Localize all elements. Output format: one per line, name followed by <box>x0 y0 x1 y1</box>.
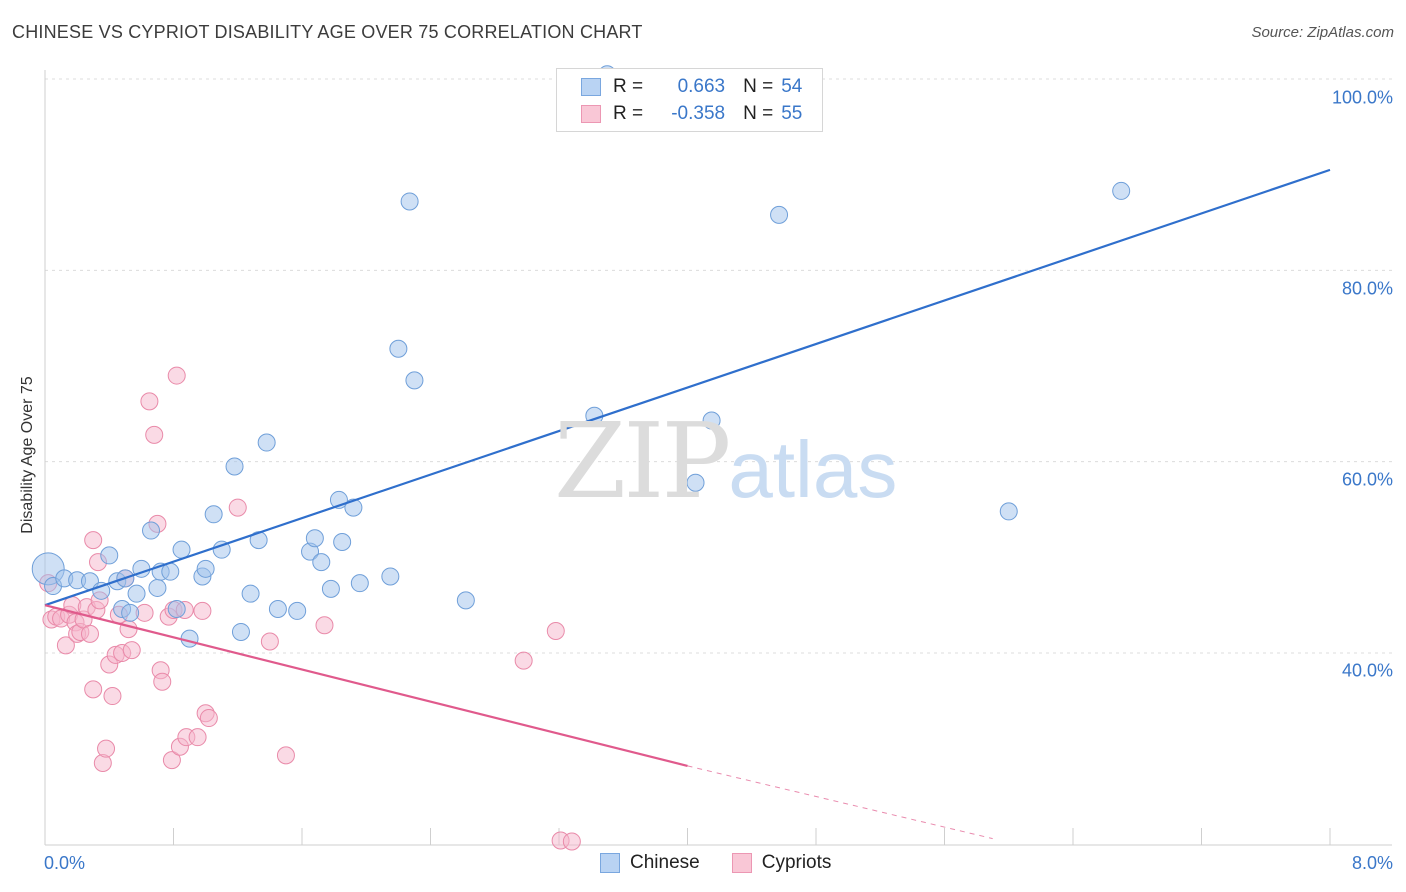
chinese-point <box>333 533 352 552</box>
cypriots-swatch <box>581 105 601 123</box>
trend-lines <box>44 168 1331 840</box>
chinese-point <box>321 579 340 598</box>
chinese-point <box>196 559 215 578</box>
chinese-point <box>770 205 789 224</box>
x-tick-label: 8.0% <box>1351 853 1393 873</box>
n-value: 54 <box>781 76 803 97</box>
y-tick-label: 60.0% <box>1341 469 1393 490</box>
chinese-point <box>400 192 419 211</box>
chinese-swatch <box>600 853 620 873</box>
chinese-point <box>312 553 331 572</box>
y-tick-label: 100.0% <box>1331 87 1393 108</box>
chinese-point <box>268 599 287 618</box>
cypriots-point <box>315 616 334 635</box>
n-value: 55 <box>781 103 803 124</box>
cypriots-point <box>119 620 138 639</box>
legend-label: Chinese <box>630 852 700 873</box>
chinese-point <box>344 498 363 517</box>
x-tick-label: 0.0% <box>44 853 86 873</box>
legend-item-chinese[interactable]: Chinese <box>600 852 700 874</box>
chinese-point <box>288 601 307 620</box>
cypriots-point <box>167 366 186 385</box>
chinese-point <box>121 603 140 622</box>
cypriots-point <box>228 498 247 517</box>
cypriots-point <box>84 531 103 550</box>
y-tick-label: 40.0% <box>1341 660 1393 681</box>
legend-label: Cypriots <box>761 852 832 873</box>
chinese-trend-line <box>44 168 1331 607</box>
chinese-point <box>167 599 186 618</box>
chinese-point <box>456 591 475 610</box>
r-label: R = <box>613 76 644 97</box>
chinese-point <box>212 540 231 559</box>
stats-legend: R = 0.663 N = 54 R = -0.358 N = 55 <box>556 68 823 132</box>
cypriots-point <box>514 651 533 670</box>
cypriots-point <box>153 672 172 691</box>
chinese-points <box>31 65 1131 648</box>
chinese-point <box>148 578 167 597</box>
chinese-point <box>1112 181 1131 200</box>
axes <box>44 70 1392 846</box>
cypriots-point <box>84 680 103 699</box>
chinese-point <box>241 584 260 603</box>
cypriots-point <box>103 687 122 706</box>
chinese-point <box>204 505 223 524</box>
cypriots-point <box>199 709 218 728</box>
zipatlas-watermark: ZIPatlas <box>554 400 898 522</box>
legend-row-chinese: R = 0.663 N = 54 <box>581 76 802 98</box>
chinese-swatch <box>581 78 601 96</box>
r-label: R = <box>613 103 644 124</box>
chinese-point <box>100 546 119 565</box>
chart-title: CHINESE VS CYPRIOT DISABILITY AGE OVER 7… <box>12 22 643 42</box>
legend-item-cypriots[interactable]: Cypriots <box>731 852 832 874</box>
cypriots-point <box>260 632 279 651</box>
cypriots-point <box>145 425 164 444</box>
cypriots-trend-extension <box>687 765 993 840</box>
cypriots-point <box>276 746 295 765</box>
n-label: N = <box>743 76 774 97</box>
chinese-point <box>231 622 250 641</box>
legend-row-cypriots: R = -0.358 N = 55 <box>581 103 802 125</box>
cypriots-trend-line <box>44 604 688 767</box>
cypriots-point <box>56 636 75 655</box>
chinese-point <box>127 584 146 603</box>
source-label: Source: ZipAtlas.com <box>1251 24 1394 41</box>
chinese-point <box>405 371 424 390</box>
cypriots-point <box>546 621 565 640</box>
grid-lines <box>45 78 1392 654</box>
r-value: 0.663 <box>677 76 726 97</box>
cypriots-swatch <box>731 853 752 873</box>
cypriots-point <box>188 728 207 747</box>
chinese-point <box>180 629 199 648</box>
y-tick-label: 80.0% <box>1341 278 1393 299</box>
n-label: N = <box>743 103 774 124</box>
cypriots-point <box>162 751 181 770</box>
r-value: -0.358 <box>671 103 726 124</box>
chinese-point <box>172 540 191 559</box>
cypriots-point <box>80 624 99 643</box>
cypriots-point <box>140 392 159 411</box>
cypriots-point <box>122 641 141 660</box>
chinese-point <box>686 473 705 492</box>
cypriots-point <box>97 739 116 758</box>
chinese-point <box>305 529 324 548</box>
chinese-point <box>389 339 408 358</box>
chinese-point <box>257 433 276 452</box>
series-legend: Chinese Cypriots <box>600 852 863 874</box>
chinese-point <box>350 574 369 593</box>
cypriots-point <box>193 601 212 620</box>
chinese-point <box>999 502 1018 521</box>
chinese-point <box>142 521 161 540</box>
chinese-point <box>381 567 400 586</box>
chinese-point <box>249 531 268 550</box>
cypriots-point <box>562 832 581 851</box>
chinese-point <box>225 457 244 476</box>
chinese-point <box>702 411 721 430</box>
